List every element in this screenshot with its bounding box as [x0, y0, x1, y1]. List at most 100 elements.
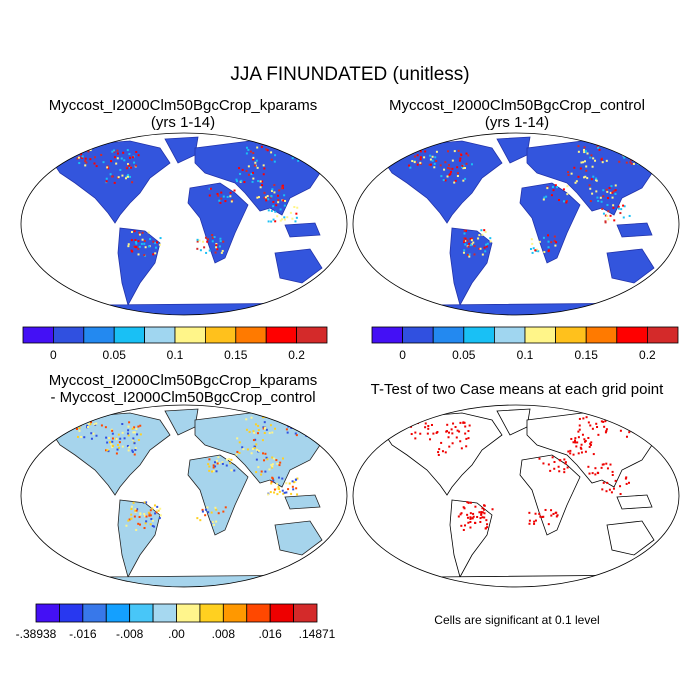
- grid-cell: [215, 244, 218, 247]
- grid-cell: [270, 209, 273, 212]
- grid-cell: [133, 161, 136, 164]
- grid-cell: [483, 246, 486, 249]
- grid-cell: [582, 148, 585, 151]
- grid-cell: [553, 467, 556, 470]
- grid-cell: [591, 165, 594, 168]
- grid-cell: [291, 149, 294, 152]
- grid-cell: [124, 177, 127, 180]
- grid-cell: [213, 523, 216, 526]
- grid-cell: [93, 423, 96, 426]
- grid-cell: [271, 465, 274, 468]
- grid-cell: [479, 520, 482, 523]
- grid-cell: [484, 250, 487, 253]
- grid-cell: [462, 528, 465, 531]
- grid-cell: [90, 437, 93, 440]
- grid-cell: [311, 423, 314, 426]
- grid-cell: [139, 424, 142, 427]
- grid-cell: [585, 416, 588, 419]
- grid-cell: [459, 421, 462, 424]
- grid-cell: [76, 424, 79, 427]
- grid-cell: [263, 459, 266, 462]
- grid-cell: [604, 431, 607, 434]
- grid-cell: [270, 158, 273, 161]
- grid-cell: [201, 510, 204, 513]
- grid-cell: [159, 237, 162, 240]
- grid-cell: [464, 425, 467, 428]
- grid-cell: [77, 156, 80, 159]
- grid-cell: [447, 150, 450, 153]
- grid-cell: [296, 493, 299, 496]
- grid-cell: [419, 158, 422, 161]
- grid-cell: [441, 450, 444, 453]
- grid-cell: [643, 421, 646, 424]
- grid-cell: [222, 240, 225, 243]
- grid-cell: [253, 164, 256, 167]
- grid-cell: [111, 440, 114, 443]
- grid-cell: [448, 167, 451, 170]
- grid-cell: [558, 459, 561, 462]
- grid-cell: [607, 210, 610, 213]
- grid-cell: [572, 453, 575, 456]
- grid-cell: [261, 184, 264, 187]
- grid-cell: [204, 514, 207, 517]
- grid-cell: [303, 152, 306, 155]
- grid-cell: [214, 465, 217, 468]
- colorbar-box: [113, 326, 145, 344]
- grid-cell: [432, 432, 435, 435]
- grid-cell: [211, 470, 214, 473]
- grid-cell: [477, 237, 480, 240]
- grid-cell: [450, 428, 453, 431]
- grid-cell: [106, 165, 109, 168]
- map-difference: [20, 404, 348, 588]
- grid-cell: [448, 173, 451, 176]
- grid-cell: [270, 220, 273, 223]
- grid-cell: [118, 441, 121, 444]
- grid-cell: [245, 152, 248, 155]
- grid-cell: [437, 453, 440, 456]
- grid-cell: [582, 161, 585, 164]
- grid-cell: [474, 505, 477, 508]
- grid-cell: [591, 472, 594, 475]
- grid-cell: [542, 198, 545, 201]
- grid-cell: [470, 239, 473, 242]
- grid-cell: [257, 449, 260, 452]
- grid-cell: [222, 510, 225, 513]
- grid-cell: [216, 192, 219, 195]
- grid-cell: [307, 430, 310, 433]
- grid-cell: [581, 433, 584, 436]
- grid-cell: [205, 251, 208, 254]
- grid-cell: [196, 517, 199, 520]
- grid-cell: [115, 162, 118, 165]
- grid-cell: [607, 218, 610, 221]
- grid-cell: [204, 508, 207, 511]
- grid-cell: [577, 430, 580, 433]
- grid-cell: [547, 523, 550, 526]
- grid-cell: [117, 176, 120, 179]
- grid-cell: [220, 251, 223, 254]
- grid-cell: [563, 458, 566, 461]
- grid-cell: [464, 237, 467, 240]
- colorbar-box: [204, 326, 237, 344]
- grid-cell: [588, 445, 591, 448]
- grid-cell: [287, 488, 290, 491]
- colorbar-label: 0.1: [167, 348, 184, 362]
- grid-cell: [600, 158, 603, 161]
- colorbar-label: .008: [212, 627, 236, 641]
- grid-cell: [635, 159, 638, 162]
- grid-cell: [591, 192, 594, 195]
- grid-cell: [78, 429, 81, 432]
- grid-cell: [254, 438, 257, 441]
- grid-cell: [252, 177, 255, 180]
- grid-cell: [543, 196, 546, 199]
- grid-cell: [578, 417, 581, 420]
- grid-cell: [84, 157, 87, 160]
- grid-cell: [264, 426, 267, 429]
- grid-cell: [583, 160, 586, 163]
- grid-cell: [638, 423, 641, 426]
- grid-cell: [419, 150, 422, 153]
- grid-cell: [435, 160, 438, 163]
- grid-cell: [466, 239, 469, 242]
- grid-cell: [100, 424, 103, 427]
- grid-cell: [478, 234, 481, 237]
